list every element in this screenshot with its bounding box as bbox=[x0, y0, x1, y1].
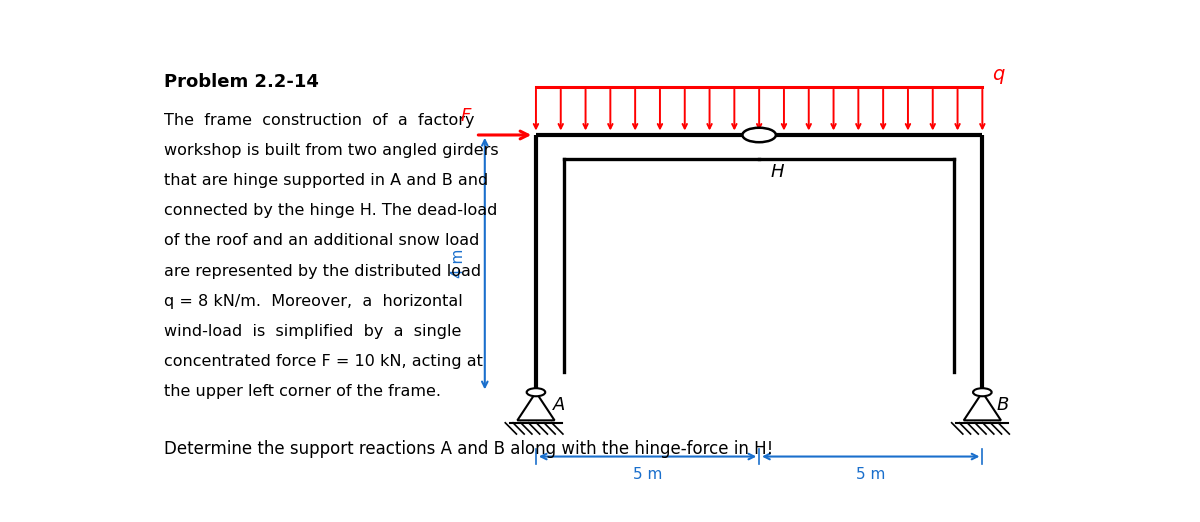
Text: The  frame  construction  of  a  factory: The frame construction of a factory bbox=[164, 113, 474, 128]
Polygon shape bbox=[964, 392, 1001, 420]
Text: 4 m: 4 m bbox=[451, 249, 467, 278]
Circle shape bbox=[743, 128, 776, 142]
Text: q: q bbox=[991, 65, 1004, 84]
Text: connected by the hinge H. The dead-load: connected by the hinge H. The dead-load bbox=[164, 203, 497, 218]
Text: B: B bbox=[996, 396, 1009, 414]
Text: the upper left corner of the frame.: the upper left corner of the frame. bbox=[164, 384, 440, 399]
Text: of the roof and an additional snow load: of the roof and an additional snow load bbox=[164, 233, 479, 248]
Text: concentrated force F = 10 kN, acting at: concentrated force F = 10 kN, acting at bbox=[164, 354, 482, 369]
Text: F: F bbox=[461, 107, 472, 125]
Text: 5 m: 5 m bbox=[632, 467, 662, 482]
Circle shape bbox=[527, 388, 545, 396]
Text: Determine the support reactions A and B along with the hinge-force in H!: Determine the support reactions A and B … bbox=[164, 441, 773, 458]
Text: workshop is built from two angled girders: workshop is built from two angled girder… bbox=[164, 143, 498, 158]
Text: 5 m: 5 m bbox=[856, 467, 886, 482]
Text: A: A bbox=[553, 396, 565, 414]
Circle shape bbox=[973, 388, 991, 396]
Polygon shape bbox=[517, 392, 554, 420]
Text: H: H bbox=[770, 163, 784, 181]
Text: Problem 2.2-14: Problem 2.2-14 bbox=[164, 73, 319, 91]
Text: are represented by the distributed load: are represented by the distributed load bbox=[164, 264, 481, 279]
Text: wind-load  is  simplified  by  a  single: wind-load is simplified by a single bbox=[164, 324, 461, 339]
Text: that are hinge supported in A and B and: that are hinge supported in A and B and bbox=[164, 173, 488, 188]
Text: q = 8 kN/m.  Moreover,  a  horizontal: q = 8 kN/m. Moreover, a horizontal bbox=[164, 294, 463, 309]
